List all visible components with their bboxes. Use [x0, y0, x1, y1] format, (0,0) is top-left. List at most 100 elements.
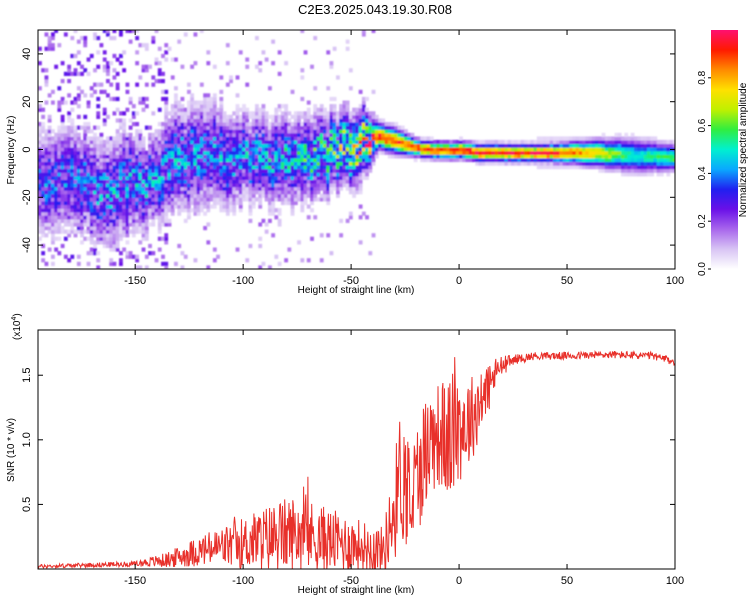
heatmap-cell [271, 139, 276, 145]
heatmap-cell [199, 161, 204, 166]
heatmap-cell [277, 71, 282, 76]
heatmap-cell [109, 147, 114, 152]
heatmap-cell [93, 175, 97, 180]
heatmap-cell [38, 200, 42, 206]
heatmap-cell [316, 147, 321, 152]
heatmap-cell [203, 107, 208, 112]
heatmap-cell [138, 143, 143, 148]
heatmap-cell [177, 147, 182, 152]
heatmap-cell [459, 143, 463, 148]
heatmap-cell [148, 211, 152, 216]
heatmap-cell [459, 157, 463, 163]
heatmap-cell [361, 154, 366, 159]
heatmap-cell [57, 200, 62, 206]
heatmap-cell [109, 82, 114, 87]
heatmap-cell [148, 175, 152, 180]
heatmap-cell [51, 240, 55, 245]
heatmap-cell [251, 132, 256, 137]
heatmap-cell [640, 165, 645, 170]
heatmap-cell [284, 114, 289, 119]
heatmap-cell [468, 150, 473, 155]
heatmap-cell [336, 150, 340, 155]
heatmap-cell [277, 168, 282, 173]
heatmap-cell [323, 165, 327, 170]
heatmap-cell [174, 93, 178, 98]
heatmap-cell [161, 204, 165, 209]
heatmap-cell [193, 154, 198, 159]
heatmap-cell [404, 154, 408, 159]
heatmap-cell [274, 150, 279, 155]
heatmap-cell [342, 114, 347, 119]
heatmap-cell [131, 172, 136, 177]
heatmap-cell [329, 150, 334, 155]
heatmap-cell [212, 64, 217, 69]
heatmap-cell [222, 136, 227, 141]
heatmap-cell [319, 179, 324, 184]
heatmap-cell [96, 96, 101, 102]
heatmap-cell [627, 161, 632, 166]
heatmap-cell [54, 132, 59, 137]
heatmap-cell [433, 147, 438, 152]
heatmap-cell [135, 111, 140, 116]
heatmap-cell [297, 136, 301, 141]
heatmap-cell [235, 161, 240, 166]
heatmap-cell [374, 125, 379, 130]
heatmap-cell [167, 122, 172, 127]
heatmap-cell [287, 175, 292, 180]
heatmap-cell [63, 172, 68, 177]
heatmap-cell [70, 200, 75, 206]
heatmap-cell [329, 157, 334, 163]
heatmap-cell [446, 154, 450, 159]
heatmap-cell [348, 211, 353, 216]
heatmap-cell [290, 125, 295, 130]
heatmap-cell [601, 147, 606, 152]
heatmap-cell [559, 161, 564, 166]
heatmap-cell [232, 122, 237, 127]
heatmap-cell [608, 147, 612, 152]
heatmap-cell [60, 96, 65, 102]
heatmap-cell [235, 104, 240, 109]
heatmap-cell [187, 211, 191, 216]
heatmap-cell [154, 211, 159, 216]
heatmap-cell [472, 147, 476, 152]
heatmap-cell [251, 129, 256, 134]
heatmap-cell [329, 172, 334, 177]
heatmap-cell [361, 211, 366, 216]
heatmap-cell [119, 168, 123, 173]
heatmap-cell [174, 122, 178, 127]
heatmap-cell [60, 215, 65, 220]
heatmap-cell [170, 132, 175, 137]
heatmap-cell [290, 150, 295, 155]
heatmap-cell [348, 154, 353, 159]
heatmap-cell [115, 208, 120, 213]
heatmap-cell [203, 183, 208, 188]
heatmap-cell [452, 154, 457, 159]
heatmap-cell [297, 193, 301, 198]
heatmap-cell [358, 111, 363, 116]
heatmap-cell [70, 211, 75, 216]
heatmap-cell [119, 258, 123, 263]
heatmap-cell [199, 107, 204, 112]
heatmap-cell [80, 154, 84, 159]
heatmap-cell [54, 30, 59, 33]
heatmap-cell [248, 211, 253, 216]
heatmap-cell [258, 204, 263, 209]
heatmap-cell [80, 218, 84, 223]
heatmap-cell [47, 193, 52, 198]
heatmap-cell [60, 125, 65, 130]
heatmap-cell [174, 197, 178, 202]
heatmap-cell [206, 208, 211, 213]
heatmap-cell [47, 186, 52, 191]
heatmap-cell [501, 150, 506, 155]
heatmap-cell [235, 183, 240, 188]
heatmap-cell [617, 161, 622, 166]
heatmap-cell [170, 129, 175, 134]
heatmap-cell [271, 114, 276, 119]
heatmap-cell [352, 136, 357, 141]
heatmap-cell [297, 154, 301, 159]
heatmap-cell [306, 147, 311, 152]
heatmap-cell [339, 218, 344, 223]
heatmap-cell [329, 143, 334, 148]
colorbar-gradient [711, 30, 738, 269]
heatmap-cell [80, 125, 84, 130]
